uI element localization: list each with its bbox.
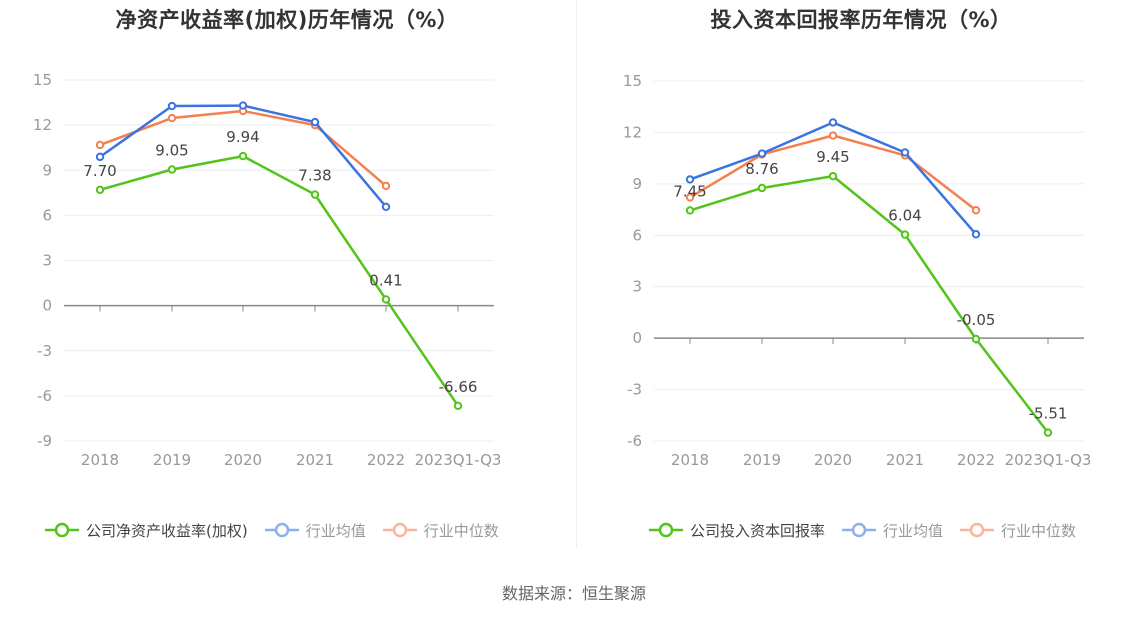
data-label: -5.51	[1029, 405, 1068, 423]
data-point-company[interactable]	[381, 295, 391, 304]
legend-item-median[interactable]: 行业中位数	[959, 520, 1076, 541]
chart-title-roe: 净资产收益率(加权)历年情况（%）	[115, 8, 459, 32]
data-point-company[interactable]	[685, 206, 695, 215]
data-label: -6.66	[439, 378, 478, 396]
x-tick-label: 2021	[296, 451, 334, 469]
data-point-company[interactable]	[900, 230, 910, 239]
series-line-company	[99, 154, 460, 407]
y-tick-label: -3	[627, 381, 642, 399]
y-tick-label: 6	[632, 226, 642, 244]
legend-label: 行业中位数	[1001, 521, 1077, 540]
y-tick-label: -3	[37, 342, 52, 360]
x-tick-label: 2018	[671, 451, 709, 469]
data-point-median[interactable]	[828, 131, 838, 140]
y-tick-label: 9	[632, 175, 642, 193]
data-label: 8.76	[745, 160, 778, 178]
data-label: 9.45	[816, 148, 849, 166]
data-point-median[interactable]	[95, 140, 105, 150]
y-tick-label: 6	[42, 206, 52, 224]
data-point-median[interactable]	[167, 113, 177, 123]
legend-line-circle-icon	[264, 522, 299, 538]
data-point-company[interactable]	[971, 334, 981, 344]
x-tick-label: 2019	[153, 451, 191, 469]
data-point-company[interactable]	[95, 185, 105, 195]
roe-line-chart: 15 12 9 6 3 0 -3 -6 -9 2018 2019 2020 2021 2022 2023Q1…	[33, 71, 502, 469]
data-point-company[interactable]	[167, 165, 177, 174]
x-tick-label: 2018	[81, 451, 119, 469]
y-tick-label: 3	[632, 278, 642, 296]
legend-line-circle-icon	[45, 522, 79, 538]
y-tick-label: 12	[623, 123, 642, 141]
roic-line-chart: 15 12 9 6 3 0 -3 -6 2018 2019 2020 2021 2022 2023Q1-Q…	[623, 72, 1092, 469]
x-tick-label: 2022	[957, 451, 995, 469]
data-point-company[interactable]	[757, 183, 767, 193]
data-point-company[interactable]	[238, 151, 248, 161]
data-point-mean[interactable]	[900, 148, 910, 157]
x-tick-label: 2020	[814, 451, 852, 469]
legend-line-circle-icon	[649, 522, 683, 538]
data-label: 0.41	[369, 271, 402, 289]
x-tick-label: 2022	[367, 451, 405, 469]
chart-title-roic: 投入资本回报率历年情况（%）	[710, 8, 1012, 32]
chart-divider	[576, 0, 577, 548]
data-point-company[interactable]	[310, 190, 320, 199]
data-point-mean[interactable]	[971, 230, 981, 239]
data-label: 7.38	[298, 167, 331, 185]
data-point-mean[interactable]	[310, 117, 320, 127]
legend-label: 公司投入资本回报率	[690, 521, 826, 540]
legend-label: 行业均值	[883, 521, 944, 540]
legend-item-mean[interactable]: 行业均值	[264, 520, 366, 541]
data-point-median[interactable]	[685, 193, 695, 202]
y-tick-label: 15	[33, 71, 52, 89]
data-source: 数据来源：恒生聚源	[501, 584, 646, 603]
data-point-median[interactable]	[381, 181, 391, 191]
data-point-mean[interactable]	[828, 118, 838, 127]
x-tick-label: 2019	[743, 451, 781, 469]
y-tick-label: 9	[42, 161, 52, 179]
series-line-median	[99, 109, 387, 187]
y-tick-label: 3	[42, 252, 52, 270]
legend-item-mean[interactable]: 行业均值	[841, 520, 943, 541]
y-tick-label: 0	[42, 297, 52, 315]
y-tick-label: -9	[37, 432, 52, 450]
y-tick-label: 12	[33, 116, 52, 134]
legend-line-circle-icon	[842, 522, 877, 538]
y-tick-label: 0	[632, 329, 642, 347]
data-point-mean[interactable]	[95, 152, 105, 162]
x-tick-label: 2021	[886, 451, 924, 469]
data-point-mean[interactable]	[757, 149, 767, 158]
legend-line-circle-icon	[382, 522, 417, 538]
data-label: 9.94	[226, 128, 259, 146]
legend-line-circle-icon	[960, 522, 995, 538]
data-label: 7.45	[673, 182, 706, 200]
series-line-company	[689, 174, 1049, 434]
data-label: 7.70	[83, 162, 116, 180]
data-label: -0.05	[957, 311, 996, 329]
y-tick-label: -6	[627, 432, 642, 450]
legend-item-company[interactable]: 公司净资产收益率(加权)	[44, 520, 248, 541]
x-tick-label: 2020	[224, 451, 262, 469]
roic-legend: 公司投入资本回报率 行业均值 行业中位数	[648, 518, 1092, 542]
data-point-mean[interactable]	[685, 175, 695, 184]
data-point-company[interactable]	[828, 171, 838, 181]
data-point-mean[interactable]	[167, 101, 177, 111]
y-tick-label: -6	[37, 387, 52, 405]
x-tick-label: 2023Q1-Q3	[1005, 451, 1092, 469]
data-point-company[interactable]	[1043, 428, 1053, 437]
y-tick-label: 15	[623, 72, 642, 90]
x-tick-label: 2023Q1-Q3	[415, 451, 502, 469]
roe-legend: 公司净资产收益率(加权) 行业均值 行业中位数	[44, 518, 515, 542]
legend-item-median[interactable]: 行业中位数	[382, 520, 499, 541]
legend-label: 行业中位数	[423, 521, 499, 540]
data-label: 9.05	[155, 141, 188, 159]
data-point-company[interactable]	[453, 401, 463, 411]
legend-label: 公司净资产收益率(加权)	[86, 521, 248, 540]
data-point-median[interactable]	[971, 206, 981, 215]
legend-item-company[interactable]: 公司投入资本回报率	[648, 520, 825, 541]
data-point-mean[interactable]	[238, 101, 248, 110]
data-point-mean[interactable]	[381, 202, 391, 212]
legend-label: 行业均值	[305, 521, 366, 540]
data-label: 6.04	[888, 207, 921, 225]
